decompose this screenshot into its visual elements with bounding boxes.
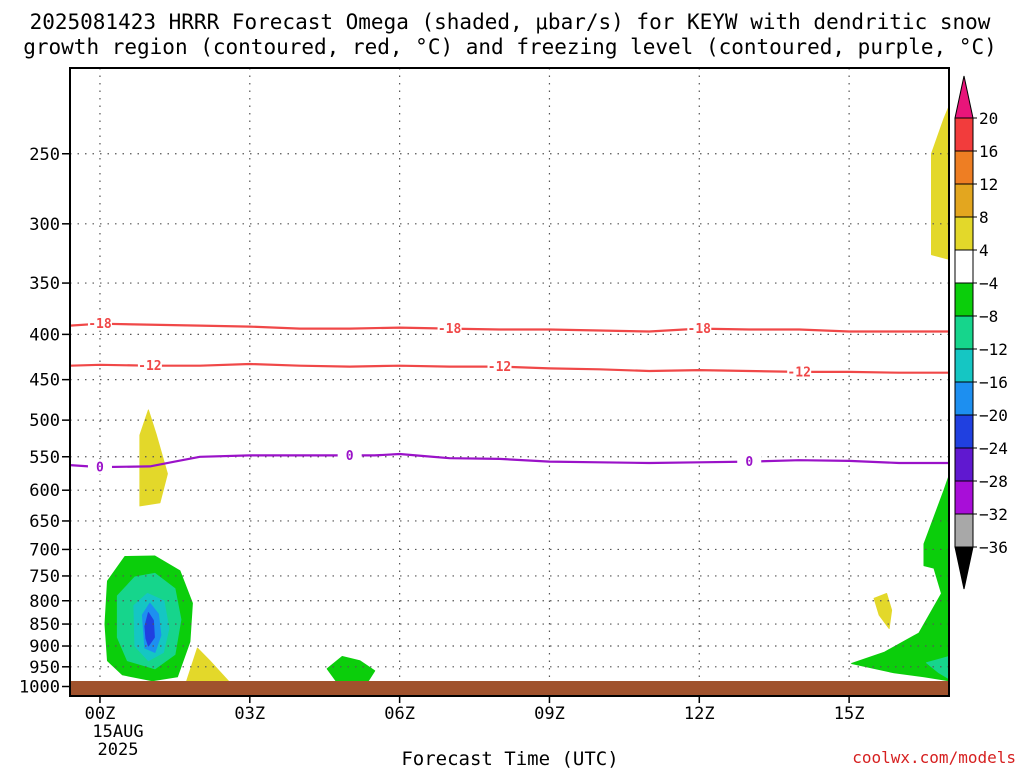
colorbar-label-10: −24 [979, 439, 1008, 458]
y-tick-label-250: 250 [29, 145, 60, 165]
contour-label-bg-0-2 [737, 453, 762, 469]
omega-shading [104, 105, 950, 689]
y-tick-label-850: 850 [29, 615, 60, 635]
colorbar-label-2: 12 [979, 175, 998, 194]
x-axis: 00Z 03Z 06Z 09Z 12Z 15Z [85, 696, 865, 724]
plot-area: -18 -18 -18 -12 -12 -12 0 0 0 [69, 67, 950, 697]
x-tick-label-03Z: 03Z [234, 704, 265, 724]
y-tick-label-450: 450 [29, 371, 60, 391]
omega-region-3 [873, 593, 893, 629]
omega-region-0 [139, 409, 168, 507]
contour-label-bg--18-0 [87, 315, 112, 331]
watermark: coolwx.com/models [852, 748, 1016, 767]
contour-label--12-0: -12 [138, 359, 161, 374]
y-tick-label-350: 350 [29, 274, 60, 294]
y-tick-label-400: 400 [29, 325, 60, 345]
y-tick-label-650: 650 [29, 512, 60, 532]
contour-label--18-2: -18 [688, 322, 712, 337]
colorbar-bin-8 [954, 381, 974, 416]
colorbar-label-12: −32 [979, 505, 1008, 524]
contour-label--18-1: -18 [438, 322, 462, 337]
x-tick-label-12Z: 12Z [684, 704, 715, 724]
contour-label-bg--12-1 [487, 358, 512, 374]
x-axis-date-day: 15AUG [92, 722, 143, 742]
y-tick-label-500: 500 [29, 411, 60, 431]
contour-label-0-1: 0 [346, 449, 354, 464]
colorbar-bin-5 [954, 282, 974, 317]
contour-label-bg-0-1 [337, 447, 362, 463]
x-tick-label-06Z: 06Z [384, 704, 415, 724]
y-tick-label-1000: 1000 [19, 678, 60, 698]
colorbar-label-9: −20 [979, 406, 1008, 425]
colorbar-top-triangle [954, 75, 974, 119]
colorbar-bin-11 [954, 480, 974, 515]
colorbar-bin-9 [954, 414, 974, 449]
x-axis-date-year: 2025 [98, 740, 139, 760]
plot-background [70, 68, 949, 696]
colorbar-bin-10 [954, 447, 974, 482]
contour-line--18 [69, 322, 949, 333]
y-tick-label-800: 800 [29, 592, 60, 612]
contour-label-0-0: 0 [96, 461, 104, 476]
colorbar-bin-2 [954, 183, 974, 218]
colorbar-bin-0 [954, 117, 974, 152]
chart-title-line1: 2025081423 HRRR Forecast Omega (shaded, … [30, 10, 991, 34]
x-tick-label-00Z: 00Z [85, 704, 116, 724]
y-tick-label-550: 550 [29, 448, 60, 468]
x-tick-label-15Z: 15Z [834, 704, 865, 724]
y-tick-label-900: 900 [29, 637, 60, 657]
y-tick-label-600: 600 [29, 481, 60, 501]
contour-label-bg-0-0 [87, 459, 112, 475]
contour-label-bg--18-2 [687, 320, 712, 336]
colorbar-bottom-triangle [954, 546, 974, 590]
colorbar-label-0: 20 [979, 109, 998, 128]
contour-label-bg--12-2 [787, 363, 812, 379]
colorbar-label-4: 4 [979, 241, 989, 260]
contour-label-bg--12-0 [137, 357, 162, 373]
colorbar-label-11: −28 [979, 472, 1008, 491]
y-tick-label-700: 700 [29, 540, 60, 560]
colorbar-label-5: −4 [979, 274, 998, 293]
x-tick-label-09Z: 09Z [534, 704, 565, 724]
terrain-bar [70, 681, 949, 696]
x-axis-title: Forecast Time (UTC) [401, 748, 618, 768]
colorbar-label-13: −36 [979, 538, 1008, 557]
colorbar-bin-12 [954, 513, 974, 548]
y-axis: 2503003504004505005506006507007508008509… [19, 145, 70, 698]
colorbar-label-8: −16 [979, 373, 1008, 392]
colorbar-bin-4 [954, 249, 974, 284]
y-tick-label-300: 300 [29, 215, 60, 235]
colorbar-label-1: 16 [979, 142, 998, 161]
y-tick-label-750: 750 [29, 567, 60, 587]
colorbar-bin-6 [954, 315, 974, 350]
plot-frame [69, 67, 950, 697]
colorbar-label-3: 8 [979, 208, 989, 227]
contour-label-bg--18-1 [437, 320, 462, 336]
colorbar-label-7: −12 [979, 340, 1008, 359]
omega-region-2 [931, 105, 950, 260]
contour-label--12-1: -12 [488, 360, 511, 375]
contour-label--18-0: -18 [88, 317, 112, 332]
omega-region-10 [851, 475, 950, 682]
colorbar: 20 16 12 8 4 −4 −8 −12 −16 −20 −24 −28 −32 −36 [954, 75, 1008, 590]
colorbar-bin-7 [954, 348, 974, 383]
y-tick-label-950: 950 [29, 658, 60, 678]
omega-region-8 [144, 612, 155, 647]
colorbar-label-6: −8 [979, 307, 998, 326]
colorbar-bin-1 [954, 150, 974, 185]
contour-line-0 [69, 452, 949, 469]
contour-lines: -18 -18 -18 -12 -12 -12 0 0 0 [69, 315, 949, 476]
contour-label-0-2: 0 [745, 455, 753, 470]
colorbar-bin-3 [954, 216, 974, 251]
chart-title-line2: growth region (contoured, red, °C) and f… [23, 35, 997, 59]
contour-label--12-2: -12 [787, 365, 810, 380]
